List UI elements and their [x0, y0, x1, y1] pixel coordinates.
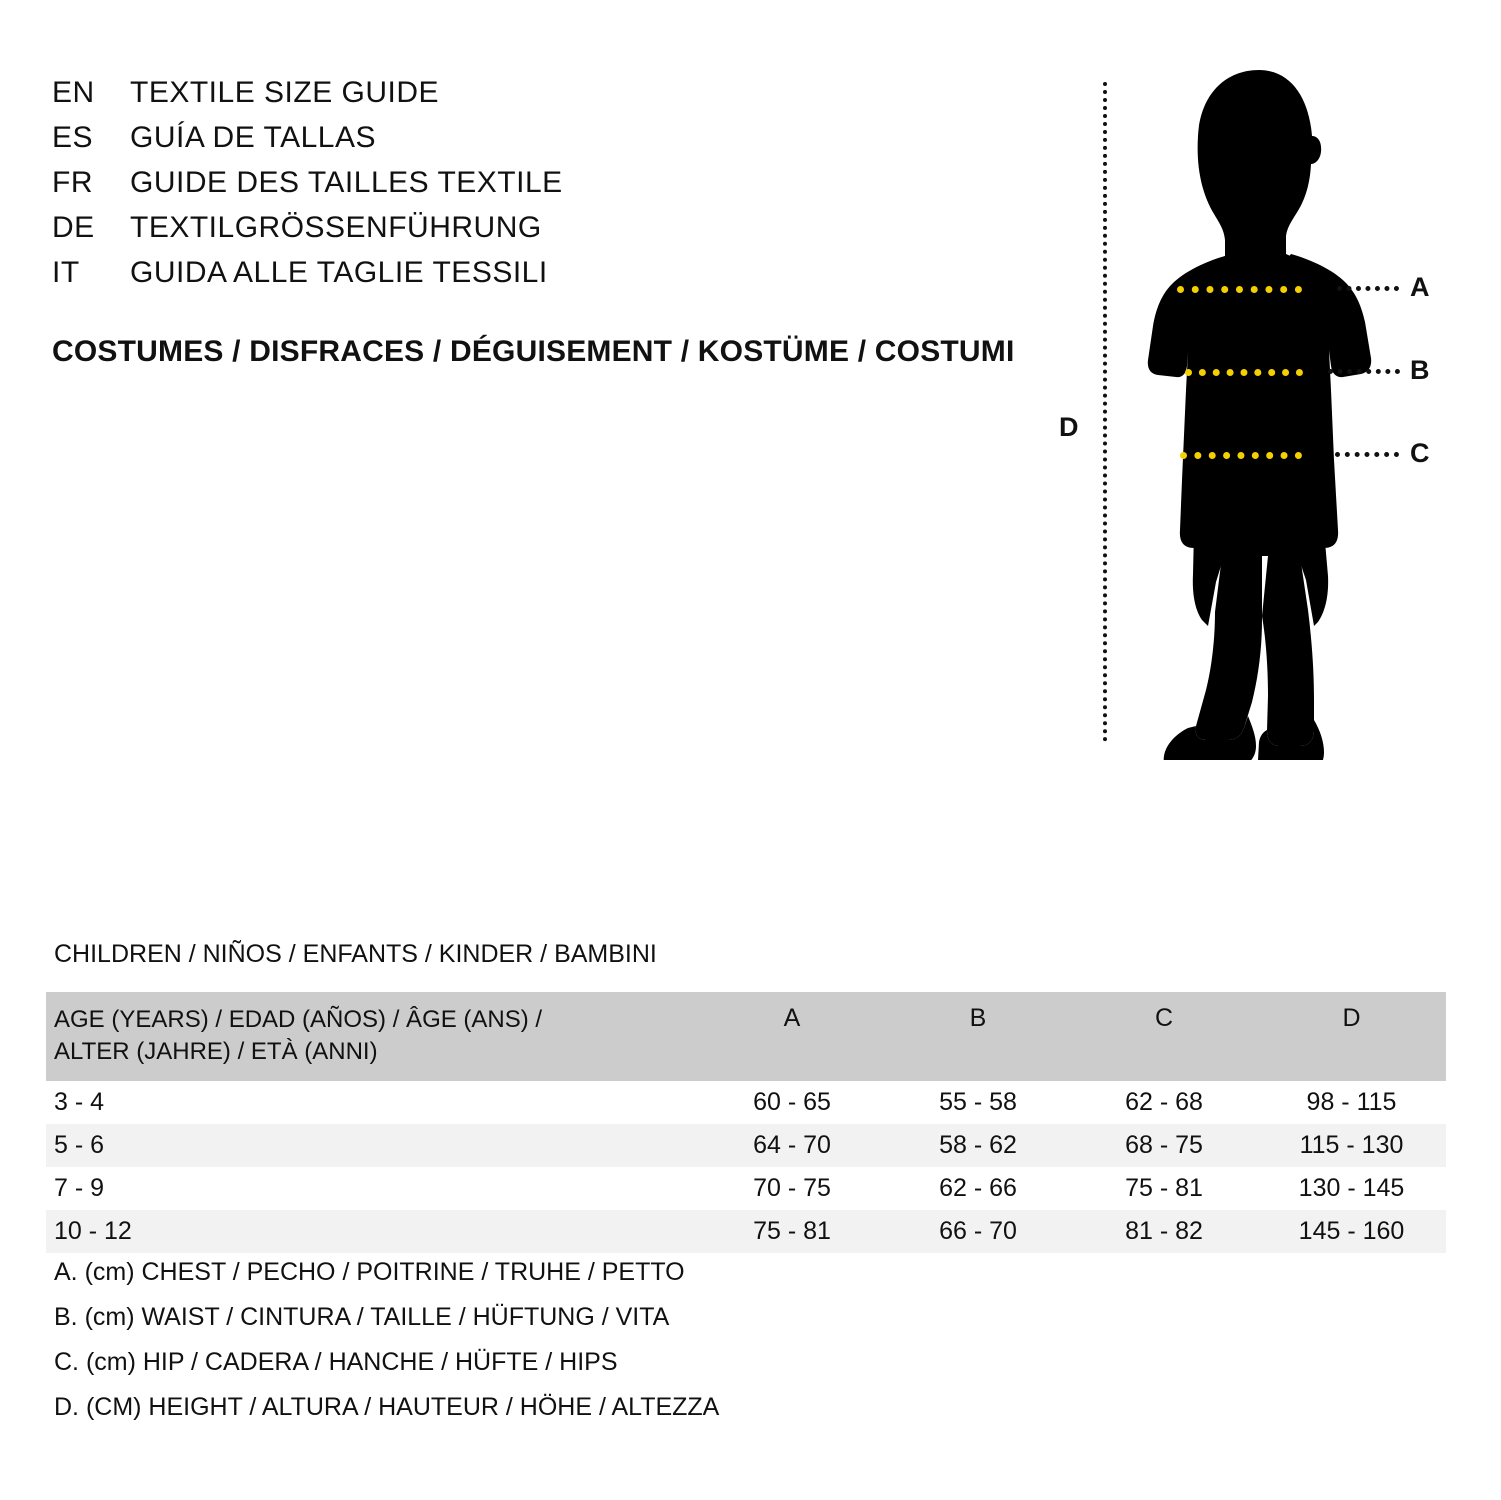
- legend-item-height: D. (CM) HEIGHT / ALTURA / HAUTEUR / HÖHE…: [54, 1393, 720, 1421]
- column-header-c: C: [1154, 1004, 1174, 1032]
- language-row-es: ES GUÍA DE TALLAS: [52, 121, 672, 166]
- column-header-b: B: [969, 1004, 987, 1032]
- cell-age: 10 - 12: [54, 1217, 132, 1246]
- measure-label-b: B: [1410, 355, 1430, 385]
- cell-age: 5 - 6: [54, 1131, 105, 1160]
- language-code-it: IT: [52, 256, 80, 289]
- cell-height: 115 - 130: [1299, 1131, 1404, 1160]
- cell-hip: 62 - 68: [1125, 1088, 1203, 1117]
- language-row-fr: FR GUIDE DES TAILLES TEXTILE: [52, 166, 672, 211]
- cell-age: 7 - 9: [54, 1174, 105, 1203]
- column-header-a: A: [783, 1004, 801, 1032]
- measurement-legend: A. (cm) CHEST / PECHO / POITRINE / TRUHE…: [54, 1250, 719, 1430]
- cell-waist: 58 - 62: [939, 1131, 1017, 1160]
- cell-chest: 60 - 65: [753, 1088, 831, 1117]
- language-label-es: GUÍA DE TALLAS: [130, 121, 376, 154]
- cell-waist: 55 - 58: [939, 1088, 1017, 1117]
- language-label-fr: GUIDE DES TAILLES TEXTILE: [130, 166, 563, 199]
- cell-chest: 75 - 81: [753, 1217, 831, 1246]
- size-diagram: D A B C: [1040, 60, 1470, 760]
- height-measure-line: [1103, 82, 1107, 742]
- measure-label-c: C: [1410, 438, 1430, 468]
- language-label-de: TEXTILGRÖSSENFÜHRUNG: [130, 211, 542, 244]
- chest-measure-line: [1177, 286, 1302, 293]
- cell-height: 145 - 160: [1298, 1217, 1405, 1246]
- leader-line-c: [1335, 452, 1399, 457]
- cell-chest: 64 - 70: [753, 1131, 831, 1160]
- language-code-es: ES: [52, 121, 94, 154]
- cell-hip: 81 - 82: [1125, 1217, 1203, 1246]
- measure-label-a: A: [1410, 272, 1430, 302]
- cell-waist: 62 - 66: [939, 1174, 1017, 1203]
- table-row: 3 - 4 60 - 65 55 - 58 62 - 68 98 - 115: [46, 1081, 1446, 1124]
- table-row: 7 - 9 70 - 75 62 - 66 75 - 81 130 - 145: [46, 1167, 1446, 1210]
- language-row-en: EN TEXTILE SIZE GUIDE: [52, 76, 672, 121]
- column-header-d: D: [1342, 1004, 1361, 1032]
- leader-line-a: [1337, 286, 1399, 291]
- language-code-de: DE: [52, 211, 95, 244]
- table-section-title: CHILDREN / NIÑOS / ENFANTS / KINDER / BA…: [54, 940, 657, 968]
- size-table: AGE (YEARS) / EDAD (AÑOS) / ÂGE (ANS) / …: [46, 992, 1446, 1254]
- column-header-age: AGE (YEARS) / EDAD (AÑOS) / ÂGE (ANS) / …: [46, 992, 699, 1081]
- hip-measure-line: [1180, 452, 1302, 459]
- language-code-en: EN: [52, 76, 95, 109]
- legend-item-waist: B. (cm) WAIST / CINTURA / TAILLE / HÜFTU…: [54, 1303, 670, 1331]
- cell-chest: 70 - 75: [753, 1174, 831, 1203]
- measure-label-d: D: [1059, 412, 1079, 442]
- leader-line-b: [1328, 369, 1400, 374]
- table-row: 5 - 6 64 - 70 58 - 62 68 - 75 115 - 130: [46, 1124, 1446, 1168]
- column-header-age-line2: ALTER (JAHRE) / ETÀ (ANNI): [54, 1037, 378, 1065]
- language-row-it: IT GUIDA ALLE TAGLIE TESSILI: [52, 256, 672, 301]
- waist-measure-line: [1185, 369, 1303, 376]
- child-silhouette-icon: [1147, 70, 1372, 760]
- cell-height: 130 - 145: [1298, 1174, 1405, 1203]
- legend-item-chest: A. (cm) CHEST / PECHO / POITRINE / TRUHE…: [54, 1258, 685, 1286]
- language-header-block: EN TEXTILE SIZE GUIDE ES GUÍA DE TALLAS …: [52, 76, 672, 301]
- language-row-de: DE TEXTILGRÖSSENFÜHRUNG: [52, 211, 672, 256]
- cell-hip: 75 - 81: [1125, 1174, 1203, 1203]
- column-header-age-line1: AGE (YEARS) / EDAD (AÑOS) / ÂGE (ANS) /: [54, 1006, 543, 1033]
- legend-item-hip: C. (cm) HIP / CADERA / HANCHE / HÜFTE / …: [54, 1348, 618, 1376]
- language-code-fr: FR: [52, 166, 93, 199]
- table-head: AGE (YEARS) / EDAD (AÑOS) / ÂGE (ANS) / …: [46, 992, 1446, 1082]
- cell-waist: 66 - 70: [939, 1217, 1017, 1246]
- table-header-row: AGE (YEARS) / EDAD (AÑOS) / ÂGE (ANS) / …: [46, 992, 1446, 1082]
- cell-hip: 68 - 75: [1125, 1131, 1203, 1160]
- cell-height: 98 - 115: [1306, 1088, 1397, 1117]
- language-label-it: GUIDA ALLE TAGLIE TESSILI: [130, 256, 548, 289]
- table-row: 10 - 12 75 - 81 66 - 70 81 - 82 145 - 16…: [46, 1210, 1446, 1254]
- cell-age: 3 - 4: [54, 1088, 105, 1117]
- category-title: COSTUMES / DISFRACES / DÉGUISEMENT / KOS…: [52, 335, 1015, 368]
- table-body: 3 - 4 60 - 65 55 - 58 62 - 68 98 - 115 5…: [46, 1081, 1446, 1254]
- language-label-en: TEXTILE SIZE GUIDE: [130, 76, 440, 109]
